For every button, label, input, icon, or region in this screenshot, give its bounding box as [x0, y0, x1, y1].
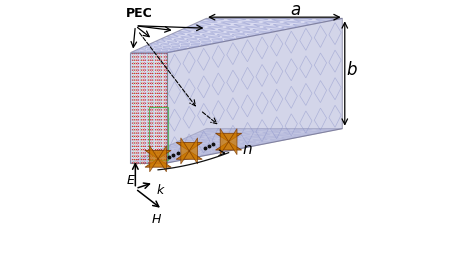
- Text: $n$: $n$: [242, 142, 253, 157]
- Polygon shape: [167, 18, 342, 163]
- Text: PEC: PEC: [126, 7, 152, 20]
- Text: $H$: $H$: [151, 213, 162, 226]
- Text: $k$: $k$: [156, 183, 166, 197]
- Text: $E$: $E$: [126, 174, 136, 187]
- Polygon shape: [220, 129, 237, 155]
- Text: $b$: $b$: [346, 61, 358, 79]
- Polygon shape: [216, 133, 242, 150]
- Polygon shape: [176, 143, 202, 159]
- Polygon shape: [130, 129, 342, 163]
- Polygon shape: [130, 53, 167, 163]
- Polygon shape: [130, 18, 342, 53]
- Text: $a$: $a$: [290, 1, 301, 19]
- Polygon shape: [150, 146, 166, 172]
- Polygon shape: [181, 138, 198, 164]
- Polygon shape: [145, 151, 171, 167]
